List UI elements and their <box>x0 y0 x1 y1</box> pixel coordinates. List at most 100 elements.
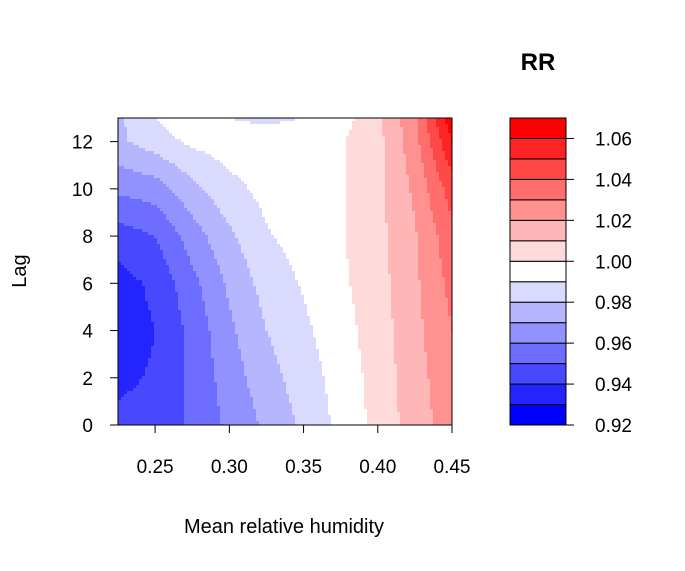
contour-cell <box>142 289 146 293</box>
contour-cell <box>214 175 218 179</box>
contour-cell <box>259 352 263 356</box>
contour-cell <box>232 148 236 152</box>
contour-cell <box>118 160 122 164</box>
contour-cell <box>118 199 122 203</box>
contour-cell <box>190 244 194 248</box>
contour-cell <box>250 118 254 122</box>
contour-cell <box>259 292 263 296</box>
contour-cell <box>211 418 215 422</box>
contour-cell <box>181 256 185 260</box>
contour-cell <box>238 343 242 347</box>
contour-cell <box>169 277 173 281</box>
contour-cell <box>235 247 239 251</box>
contour-cell <box>232 181 236 185</box>
contour-cell <box>175 268 179 272</box>
contour-cell <box>154 388 158 392</box>
contour-cell <box>124 193 128 197</box>
contour-cell <box>193 187 197 191</box>
contour-cell <box>181 397 185 401</box>
contour-cell <box>151 190 155 194</box>
contour-cell <box>214 262 218 266</box>
contour-cell <box>223 193 227 197</box>
contour-cell <box>202 169 206 173</box>
contour-cell <box>145 331 149 335</box>
contour-cell <box>130 145 134 149</box>
contour-cell <box>196 274 200 278</box>
contour-cell <box>142 220 146 224</box>
contour-cell <box>118 388 122 392</box>
contour-cell <box>247 325 251 329</box>
contour-cell <box>196 403 200 407</box>
contour-cell <box>127 160 131 164</box>
contour-cell <box>181 199 185 203</box>
contour-cell <box>241 253 245 257</box>
contour-cell <box>232 277 236 281</box>
contour-cell <box>157 247 161 251</box>
contour-cell <box>151 373 155 377</box>
contour-cell <box>235 121 239 125</box>
contour-cell <box>256 265 260 269</box>
contour-cell <box>172 349 176 353</box>
contour-cell <box>235 412 239 416</box>
contour-cell <box>223 391 227 395</box>
contour-cell <box>127 271 131 275</box>
contour-cell <box>184 151 188 155</box>
contour-cell <box>259 205 263 209</box>
contour-cell <box>130 124 134 128</box>
contour-cell <box>157 322 161 326</box>
contour-cell <box>259 145 263 149</box>
contour-cell <box>124 277 128 281</box>
contour-cell <box>178 370 182 374</box>
contour-cell <box>181 178 185 182</box>
contour-cell <box>202 247 206 251</box>
contour-cell <box>229 220 233 224</box>
contour-cell <box>229 139 233 143</box>
contour-cell <box>205 418 209 422</box>
contour-cell <box>211 190 215 194</box>
contour-cell <box>118 154 122 158</box>
contour-cell <box>118 256 122 260</box>
contour-cell <box>121 310 125 314</box>
contour-cell <box>217 199 221 203</box>
contour-cell <box>211 160 215 164</box>
contour-cell <box>142 136 146 140</box>
contour-cell <box>187 268 191 272</box>
contour-cell <box>193 136 197 140</box>
contour-cell <box>148 391 152 395</box>
contour-cell <box>214 352 218 356</box>
contour-cell <box>169 133 173 137</box>
contour-cell <box>256 391 260 395</box>
contour-cell <box>130 157 134 161</box>
contour-cell <box>235 337 239 341</box>
contour-cell <box>139 235 143 239</box>
contour-cell <box>139 253 143 257</box>
contour-cell <box>163 379 167 383</box>
contour-cell <box>121 226 125 230</box>
contour-cell <box>154 322 158 326</box>
contour-cell <box>160 325 164 329</box>
contour-cell <box>247 346 251 350</box>
contour-cell <box>262 148 266 152</box>
contour-cell <box>130 367 134 371</box>
contour-cell <box>217 397 221 401</box>
contour-cell <box>220 187 224 191</box>
contour-cell <box>184 388 188 392</box>
contour-cell <box>253 412 257 416</box>
contour-cell <box>241 304 245 308</box>
contour-cell <box>130 133 134 137</box>
contour-cell <box>202 202 206 206</box>
contour-cell <box>262 181 266 185</box>
contour-cell <box>232 328 236 332</box>
contour-cell <box>253 196 257 200</box>
contour-cell <box>196 271 200 275</box>
contour-cell <box>172 331 176 335</box>
contour-cell <box>148 124 152 128</box>
contour-cell <box>193 361 197 365</box>
contour-cell <box>175 271 179 275</box>
contour-cell <box>220 355 224 359</box>
contour-cell <box>226 319 230 323</box>
contour-cell <box>163 394 167 398</box>
contour-cell <box>208 400 212 404</box>
contour-cell <box>220 274 224 278</box>
contour-cell <box>136 382 140 386</box>
